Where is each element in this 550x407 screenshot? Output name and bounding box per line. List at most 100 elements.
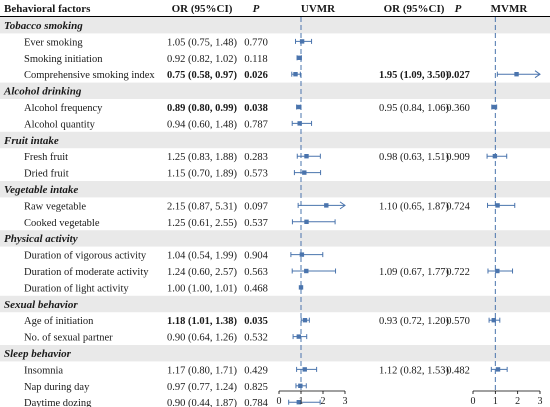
uvmr-p-value: 0.118 [244,54,267,65]
row-label: Alcohol quantity [24,119,96,130]
uvmr-or-value: 1.17 (0.80, 1.71) [167,365,237,376]
category-label: Tobacco smoking [4,20,83,32]
row-label: No. of sexual partner [24,333,113,344]
mvmr-tick-label: 1 [493,396,498,407]
category-band [0,345,550,362]
mvmr-or-value: 1.10 (0.65, 1.87) [379,201,449,212]
uvmr-or-value: 1.15 (0.70, 1.89) [167,169,237,180]
uvmr-tick-label: 0 [277,396,282,407]
mvmr-or-value: 0.98 (0.63, 1.51) [379,152,449,163]
row-label: Cooked vegetable [24,218,100,229]
row-label: Insomnia [24,365,63,376]
uvmr-point [296,104,301,110]
uvmr-point [297,55,302,60]
uvmr-point [297,121,302,126]
uvmr-p-value: 0.097 [244,201,268,212]
uvmr-p-value: 0.532 [244,333,268,344]
uvmr-point [293,72,298,77]
uvmr-or-value: 1.18 (1.01, 1.38) [167,316,237,327]
uvmr-tick-label: 2 [321,396,326,407]
uvmr-point [298,383,303,388]
uvmr-point [298,285,304,290]
uvmr-point [299,252,305,257]
uvmr-tick-label: 3 [343,396,348,407]
header-or-mvmr: OR (95%CI) [384,3,445,15]
uvmr-or-value: 1.25 (0.61, 2.55) [167,218,237,229]
uvmr-point [302,318,308,323]
uvmr-or-value: 0.97 (0.77, 1.24) [167,382,237,393]
uvmr-p-value: 0.429 [244,365,268,376]
uvmr-ci-arrow [339,201,346,210]
uvmr-p-value: 0.537 [244,218,268,229]
uvmr-point [304,268,309,274]
uvmr-p-value: 0.825 [244,382,268,393]
header-uvmr: UVMR [301,3,336,15]
mvmr-p-value: 0.570 [446,316,470,327]
uvmr-or-value: 1.05 (0.75, 1.48) [167,37,237,48]
header-p-uvmr: P [253,3,260,15]
row-label: Nap during day [24,382,90,393]
mvmr-p-value: 0.909 [446,152,470,163]
row-label: Alcohol frequency [24,103,103,114]
row-label: Fresh fruit [24,152,68,163]
row-label: Ever smoking [24,37,83,48]
mvmr-p-value: 0.724 [446,201,470,212]
category-label: Sexual behavior [4,299,78,311]
category-label: Alcohol drinking [3,86,82,98]
category-band [0,82,550,99]
header-mvmr: MVMR [491,3,529,15]
row-label: Duration of vigorous activity [24,251,147,262]
header-factor: Behavioral factors [4,3,91,15]
mvmr-point [514,72,519,77]
axes: 0 1 2 3 0 1 2 3 [277,17,543,407]
mvmr-ci-arrow [534,70,541,79]
mvmr-p-value: 0.722 [446,267,470,278]
uvmr-tick-label: 1 [299,396,304,407]
uvmr-or-value: 1.00 (1.00, 1.01) [167,283,237,294]
category-band [0,131,550,149]
row-label: Dried fruit [24,169,69,180]
row-label: Age of initiation [24,316,94,327]
uvmr-p-value: 0.026 [244,70,268,81]
mvmr-tick-label: 0 [471,396,476,407]
mvmr-p-value: 0.360 [446,103,470,114]
mvmr-point [492,104,497,110]
uvmr-point [302,367,307,372]
row-label: Daytime dozing [24,398,92,407]
uvmr-or-value: 0.90 (0.64, 1.26) [167,333,237,344]
uvmr-point [304,154,309,159]
uvmr-p-value: 0.770 [244,37,268,48]
row-label: Raw vegetable [24,201,86,212]
table-body: Tobacco smoking Ever smoking 1.05 (0.75, 1… [0,17,550,407]
uvmr-or-value: 1.04 (0.54, 1.99) [167,251,237,262]
category-band [0,295,550,313]
uvmr-p-value: 0.573 [244,169,268,180]
mvmr-point [495,367,501,372]
mvmr-tick-label: 2 [515,396,520,407]
mvmr-point [495,203,500,208]
uvmr-p-value: 0.787 [244,119,268,130]
category-band [0,230,550,247]
uvmr-point [302,170,307,175]
uvmr-or-value: 0.92 (0.82, 1.02) [167,54,237,65]
row-label: Smoking initiation [24,54,103,65]
mvmr-point [491,318,496,323]
category-band [0,17,550,34]
mvmr-tick-label: 3 [538,396,543,407]
row-label: Duration of moderate activity [24,267,149,278]
mvmr-p-value: 0.027 [446,70,470,81]
mvmr-or-value: 0.95 (0.84, 1.06) [379,103,449,114]
category-label: Physical activity [4,233,78,245]
category-label: Sleep behavior [4,348,72,360]
uvmr-or-value: 2.15 (0.87, 5.31) [167,201,237,212]
uvmr-p-value: 0.035 [244,316,268,327]
uvmr-or-value: 0.90 (0.44, 1.87) [167,398,237,407]
uvmr-point [296,334,301,339]
mvmr-point [495,268,500,274]
uvmr-p-value: 0.784 [244,398,268,407]
header-or-uvmr: OR (95%CI) [172,3,233,15]
header-row: Behavioral factors OR (95%CI) P UVMR OR … [4,3,528,15]
uvmr-or-value: 0.75 (0.58, 0.97) [167,70,237,81]
category-label: Vegetable intake [4,184,78,196]
row-label: Comprehensive smoking index [24,70,155,81]
